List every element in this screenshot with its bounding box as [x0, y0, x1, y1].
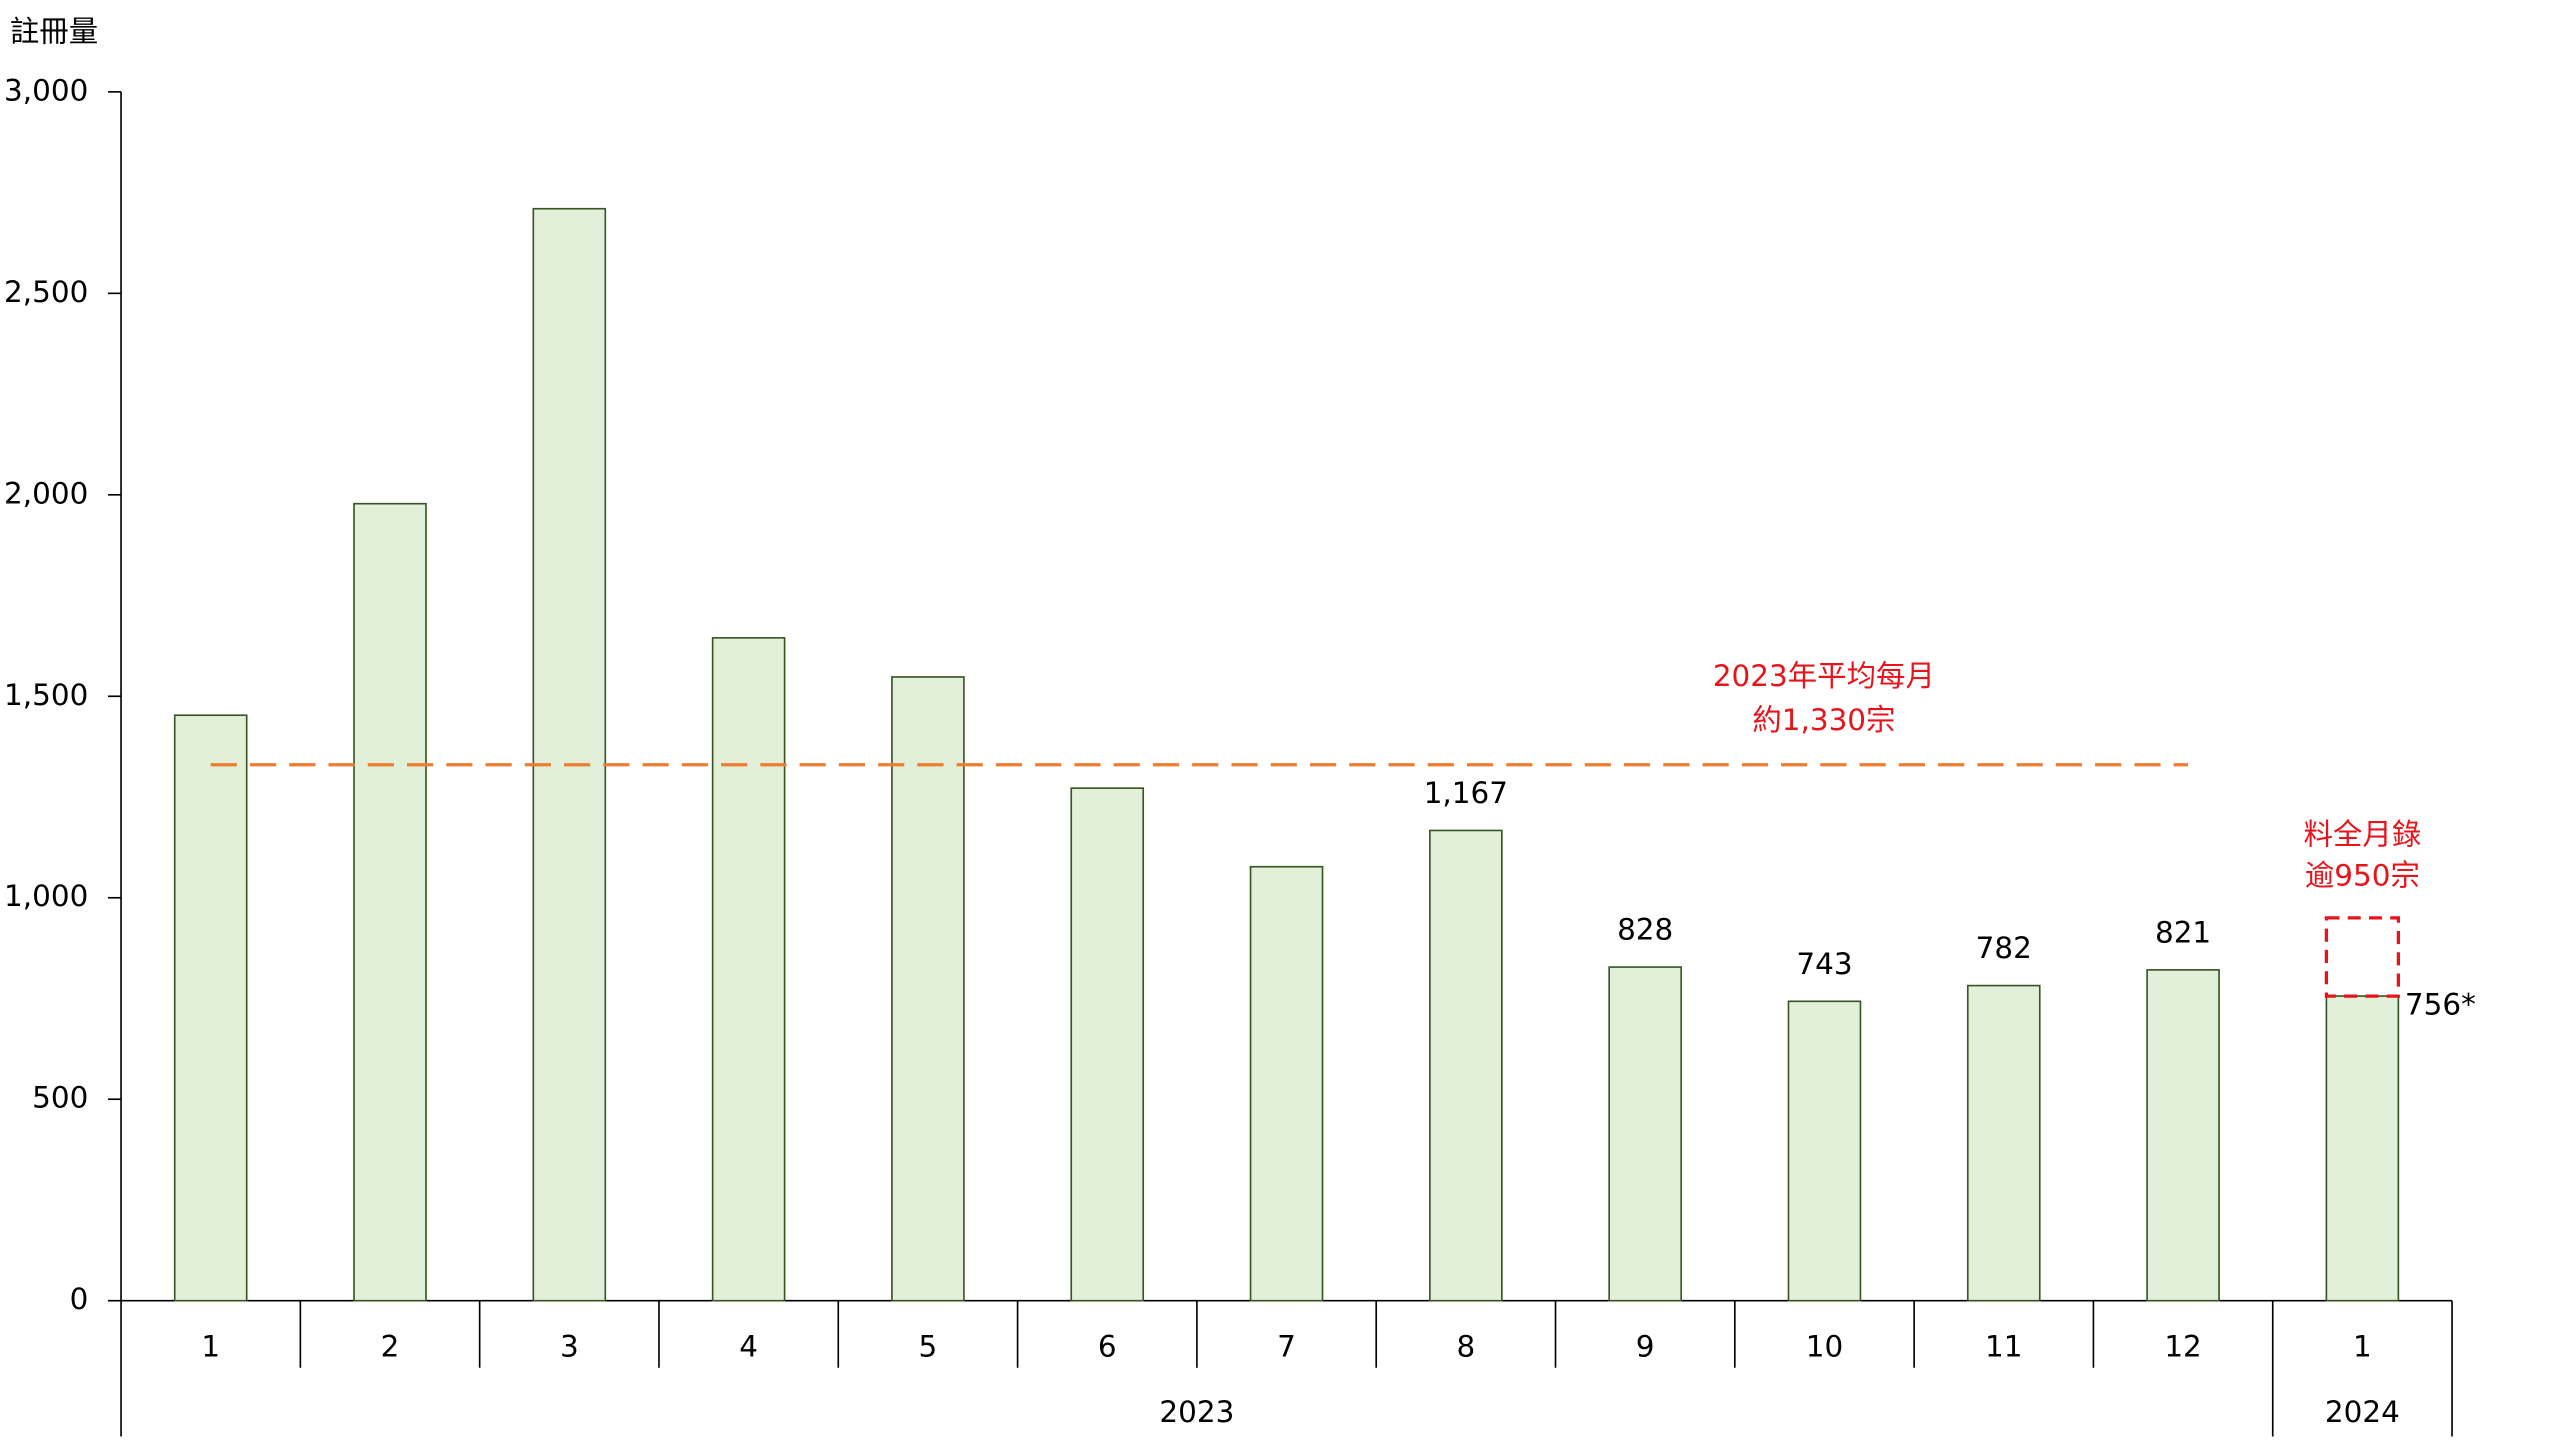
value-label: 821 — [2155, 915, 2211, 949]
year-label: 2024 — [2325, 1395, 2400, 1429]
year-label: 2023 — [1159, 1395, 1234, 1429]
bar — [353, 502, 427, 1302]
bar — [2146, 969, 2220, 1302]
bar — [1787, 1000, 1862, 1302]
y-axis-title: 註冊量 — [10, 14, 98, 48]
bar — [1608, 966, 1682, 1302]
x-tick-label: 8 — [1456, 1330, 1475, 1364]
bar — [173, 714, 248, 1302]
value-label: 828 — [1617, 913, 1673, 947]
bar — [1249, 865, 1324, 1302]
bar — [1966, 984, 2041, 1302]
bar — [532, 207, 607, 1302]
x-tick-label: 7 — [1277, 1330, 1296, 1364]
x-tick-label: 1 — [201, 1330, 220, 1364]
bar — [2325, 995, 2400, 1302]
x-tick-label: 4 — [739, 1330, 758, 1364]
projection-label: 逾950宗 — [2305, 859, 2420, 893]
average-label: 約1,330宗 — [1752, 703, 1895, 737]
y-tick-label: 1,000 — [4, 879, 88, 913]
bar — [711, 637, 786, 1302]
average-label: 2023年平均每月 — [1713, 659, 1935, 693]
x-tick-label: 2 — [381, 1330, 400, 1364]
value-label: 756* — [2405, 987, 2476, 1021]
x-tick-label: 6 — [1098, 1330, 1117, 1364]
value-label: 782 — [1976, 931, 2032, 965]
bar — [1429, 829, 1503, 1302]
x-tick-label: 11 — [1985, 1330, 2022, 1364]
x-tick-label: 12 — [2164, 1330, 2201, 1364]
projection-label: 料全月錄 — [2304, 818, 2422, 852]
x-tick-label: 10 — [1806, 1330, 1843, 1364]
bar — [891, 676, 965, 1302]
x-tick-label: 5 — [919, 1330, 938, 1364]
y-tick-label: 1,500 — [4, 678, 88, 712]
y-tick-label: 2,000 — [4, 476, 88, 510]
y-tick-label: 2,500 — [4, 275, 88, 309]
value-label: 1,167 — [1424, 776, 1508, 810]
value-label: 743 — [1796, 947, 1852, 981]
projection-box — [2324, 916, 2401, 998]
bar — [1070, 787, 1145, 1302]
y-tick-label: 3,000 — [4, 73, 88, 107]
y-tick-label: 500 — [32, 1081, 88, 1115]
y-tick-label: 0 — [70, 1282, 89, 1316]
x-tick-label: 9 — [1636, 1330, 1655, 1364]
x-tick-label: 1 — [2353, 1330, 2372, 1364]
x-tick-label: 3 — [560, 1330, 579, 1364]
